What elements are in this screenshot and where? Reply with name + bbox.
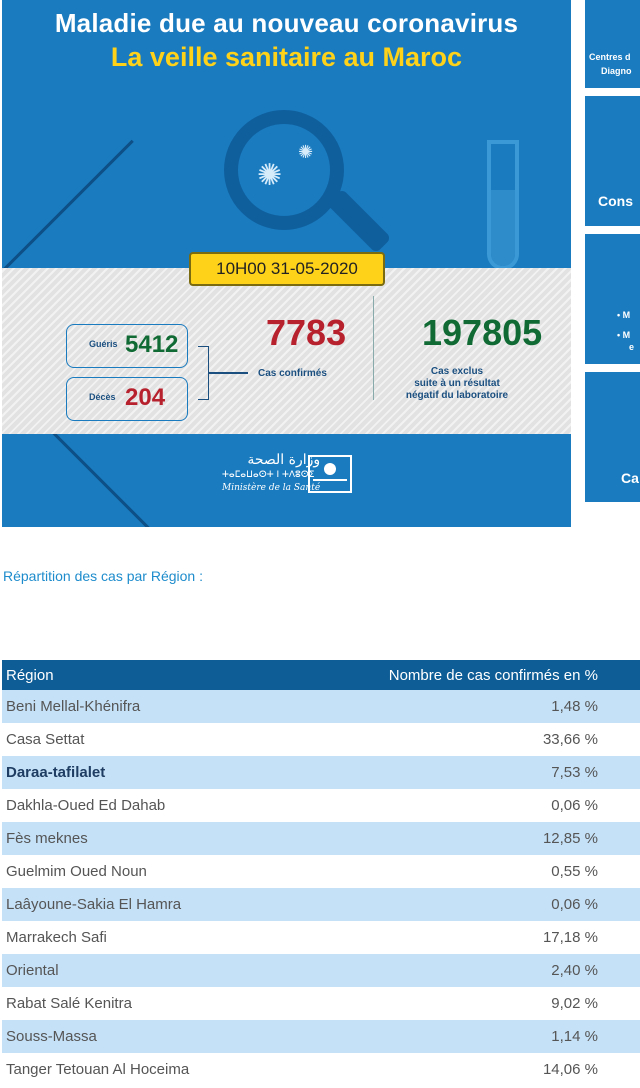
table-row: Fès meknes 12,85 % bbox=[2, 822, 640, 855]
region-cell: Tanger Tetouan Al Hoceima bbox=[6, 1061, 190, 1078]
table-header-row: Région Nombre de cas confirmés en % bbox=[2, 660, 640, 690]
table-row: Casa Settat 33,66 % bbox=[2, 723, 640, 756]
magnifier-icon bbox=[224, 110, 344, 230]
table-row: Beni Mellal-Khénifra 1,48 % bbox=[2, 690, 640, 723]
table-row: Guelmim Oued Noun 0,55 % bbox=[2, 855, 640, 888]
percent-cell: 0,06 % bbox=[274, 888, 640, 921]
excluded-label-line: Cas exclus bbox=[430, 366, 484, 377]
percent-cell: 7,53 % bbox=[274, 756, 640, 789]
covid-infographic: Maladie due au nouveau coronavirus La ve… bbox=[2, 0, 571, 527]
excluded-label: Cas exclus suite à un résultat négatif d… bbox=[392, 366, 522, 402]
side-card-centres[interactable]: Centres d Diagno bbox=[585, 0, 640, 88]
percent-cell: 1,14 % bbox=[274, 1020, 640, 1053]
region-cell: Casa Settat bbox=[6, 731, 85, 748]
ministry-logo bbox=[308, 455, 352, 493]
side-card-mesures[interactable]: • M • M e bbox=[585, 234, 640, 364]
logo-wave bbox=[313, 479, 347, 481]
percent-cell: 33,66 % bbox=[542, 731, 598, 748]
regional-distribution-heading: Répartition des cas par Région : bbox=[3, 568, 203, 584]
table-row: Rabat Salé Kenitra 9,02 % bbox=[2, 987, 640, 1020]
percent-cell: 17,18 % bbox=[542, 929, 598, 946]
side-card-text: Diagno bbox=[601, 66, 632, 76]
percent-cell: 14,06 % bbox=[542, 1061, 598, 1078]
region-cell: Marrakech Safi bbox=[6, 929, 107, 946]
infographic-subtitle: La veille sanitaire au Maroc bbox=[110, 42, 463, 72]
ministry-name: وزارة الصحة ⵜⴰⵎⴰⵡⴰⵙⵜ ⵏ ⵜⴷⵓⵙⵉ Ministère d… bbox=[222, 452, 320, 493]
decorative-line bbox=[2, 139, 134, 284]
divider bbox=[373, 296, 374, 400]
region-cell: Laâyoune-Sakia El Hamra bbox=[2, 888, 275, 921]
side-card-text: • M bbox=[617, 330, 631, 340]
side-card-text: Centres d bbox=[589, 52, 631, 62]
magnifier-handle bbox=[326, 188, 392, 254]
percent-cell: 0,06 % bbox=[551, 797, 598, 814]
region-cell: Fès meknes bbox=[2, 822, 275, 855]
excluded-value: 197805 bbox=[422, 312, 543, 353]
column-header-region: Région bbox=[2, 660, 275, 690]
region-cell: Beni Mellal-Khénifra bbox=[2, 690, 275, 723]
percent-cell: 2,40 % bbox=[274, 954, 640, 987]
side-card-cas[interactable]: Ca bbox=[585, 372, 640, 502]
side-card-text: e bbox=[629, 342, 635, 352]
side-card-text: Cons bbox=[598, 193, 633, 209]
confirmed-label: Cas confirmés bbox=[258, 368, 327, 379]
report-datetime: 10H00 31-05-2020 bbox=[189, 252, 385, 286]
virus-icon: ✺ bbox=[257, 159, 283, 192]
percent-cell: 1,48 % bbox=[274, 690, 640, 723]
region-cell: Guelmim Oued Noun bbox=[6, 863, 147, 880]
table-row: Dakhla-Oued Ed Dahab 0,06 % bbox=[2, 789, 640, 822]
table-row: Marrakech Safi 17,18 % bbox=[2, 921, 640, 954]
region-cell: Dakhla-Oued Ed Dahab bbox=[6, 797, 166, 814]
bracket-connector-line bbox=[208, 372, 248, 374]
stats-band bbox=[2, 268, 571, 434]
region-cell: Souss-Massa bbox=[2, 1020, 275, 1053]
side-card-text: • M bbox=[617, 310, 631, 320]
deaths-label: Décès bbox=[89, 392, 116, 402]
infographic-title: Maladie due au nouveau coronavirus bbox=[54, 8, 519, 38]
logo-dot bbox=[324, 463, 336, 475]
excluded-label-line: suite à un résultat bbox=[414, 378, 500, 389]
region-cell: Oriental bbox=[2, 954, 275, 987]
table-row: Souss-Massa 1,14 % bbox=[2, 1020, 640, 1053]
test-tube-fill bbox=[491, 190, 515, 266]
table-row: Daraa-tafilalet 7,53 % bbox=[2, 756, 640, 789]
virus-icon: ✺ bbox=[298, 142, 314, 162]
column-header-percent: Nombre de cas confirmés en % bbox=[274, 660, 640, 690]
recovered-label: Guéris bbox=[89, 339, 118, 349]
ministry-name-arabic: وزارة الصحة bbox=[247, 452, 321, 468]
region-cell: Daraa-tafilalet bbox=[2, 756, 275, 789]
table-row: Oriental 2,40 % bbox=[2, 954, 640, 987]
recovered-pill: Guéris 5412 bbox=[66, 324, 188, 368]
region-cell: Rabat Salé Kenitra bbox=[6, 995, 132, 1012]
ministry-name-french: Ministère de la Santé bbox=[222, 483, 321, 493]
deaths-pill: Décès 204 bbox=[66, 377, 188, 421]
percent-cell: 12,85 % bbox=[274, 822, 640, 855]
side-card-conseils[interactable]: Cons bbox=[585, 96, 640, 226]
percent-cell: 9,02 % bbox=[551, 995, 598, 1012]
table-row: Tanger Tetouan Al Hoceima 14,06 % bbox=[2, 1053, 640, 1086]
percent-cell: 0,55 % bbox=[551, 863, 598, 880]
excluded-label-line: négatif du laboratoire bbox=[405, 390, 509, 401]
table-row: Laâyoune-Sakia El Hamra 0,06 % bbox=[2, 888, 640, 921]
confirmed-value: 7783 bbox=[266, 312, 347, 353]
ministry-name-tifinagh: ⵜⴰⵎⴰⵡⴰⵙⵜ ⵏ ⵜⴷⵓⵙⵉ bbox=[222, 470, 315, 480]
regional-cases-table: Région Nombre de cas confirmés en % Beni… bbox=[2, 660, 640, 1086]
side-card-text: Ca bbox=[621, 470, 639, 486]
deaths-value: 204 bbox=[125, 384, 166, 411]
recovered-value: 5412 bbox=[125, 331, 179, 358]
